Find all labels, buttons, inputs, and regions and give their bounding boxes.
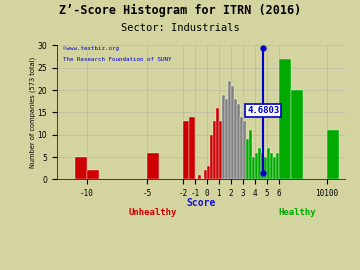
Bar: [237, 103, 240, 179]
Bar: [273, 157, 276, 179]
Bar: [198, 175, 201, 179]
Bar: [222, 94, 225, 179]
Bar: [183, 121, 189, 179]
Bar: [207, 166, 210, 179]
Bar: [327, 130, 339, 179]
Bar: [264, 157, 267, 179]
Bar: [255, 153, 258, 179]
Bar: [87, 170, 99, 179]
Bar: [189, 117, 195, 179]
Bar: [75, 157, 87, 179]
Bar: [231, 86, 234, 179]
Text: ©www.textbiz.org: ©www.textbiz.org: [63, 46, 119, 51]
Bar: [291, 90, 303, 179]
Text: Z’-Score Histogram for ITRN (2016): Z’-Score Histogram for ITRN (2016): [59, 4, 301, 17]
Bar: [246, 139, 249, 179]
Bar: [147, 153, 159, 179]
Y-axis label: Number of companies (573 total): Number of companies (573 total): [30, 57, 36, 168]
Bar: [279, 59, 291, 179]
X-axis label: Score: Score: [186, 198, 216, 208]
Bar: [204, 170, 207, 179]
Bar: [213, 121, 216, 179]
Bar: [243, 121, 246, 179]
Bar: [261, 153, 264, 179]
Text: The Research Foundation of SUNY: The Research Foundation of SUNY: [63, 57, 171, 62]
Bar: [240, 117, 243, 179]
Bar: [228, 81, 231, 179]
Text: Sector: Industrials: Sector: Industrials: [121, 23, 239, 33]
Text: 4.6803: 4.6803: [247, 106, 279, 115]
Text: Unhealthy: Unhealthy: [129, 208, 177, 217]
Bar: [234, 99, 237, 179]
Bar: [270, 153, 273, 179]
Bar: [225, 99, 228, 179]
Bar: [267, 148, 270, 179]
Bar: [216, 108, 219, 179]
Bar: [219, 121, 222, 179]
Bar: [249, 130, 252, 179]
Bar: [276, 153, 279, 179]
Text: Healthy: Healthy: [278, 208, 316, 217]
Bar: [258, 148, 261, 179]
Bar: [252, 157, 255, 179]
Bar: [210, 135, 213, 179]
